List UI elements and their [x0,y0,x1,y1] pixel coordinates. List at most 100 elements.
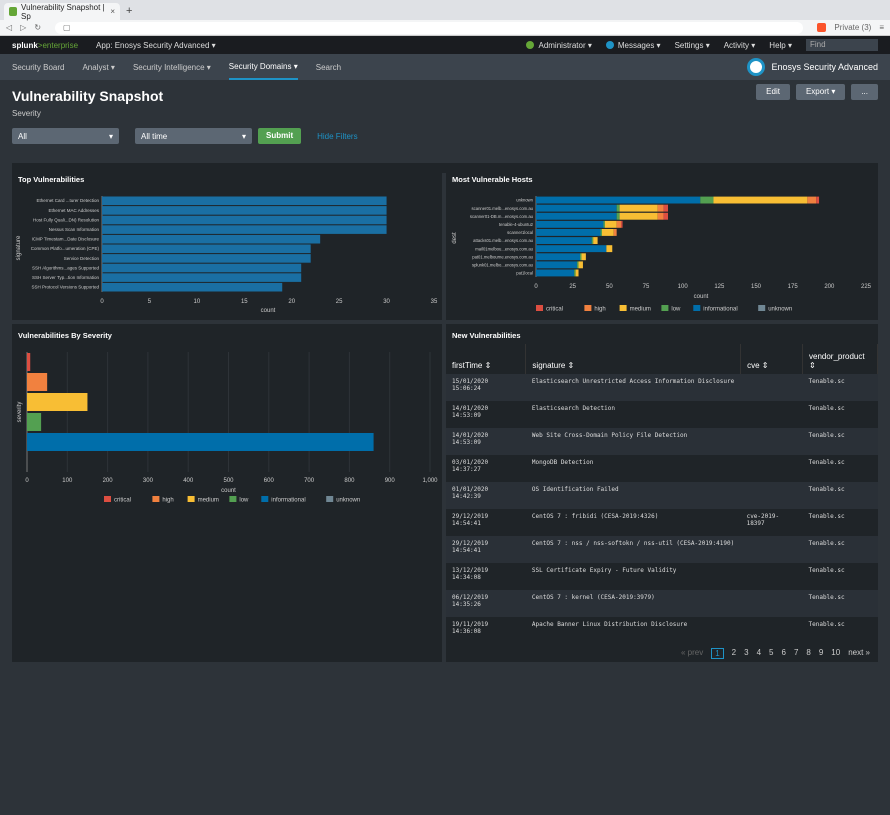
find-input[interactable]: Find [806,39,878,51]
table-row[interactable]: 13/12/2019 14:34:08 SSL Certificate Expir… [446,563,878,590]
category-label: attacks01.melb...enosys.com.au [473,238,533,243]
activity-menu[interactable]: Activity ▾ [723,40,756,50]
table-row[interactable]: 06/12/2019 14:35:26 CentOS 7 : kernel (CE… [446,590,878,617]
page-button[interactable]: 5 [769,648,774,657]
table-row[interactable]: 15/01/2020 15:06:24 Elasticsearch Unrestr… [446,374,878,401]
nav-search[interactable]: Search [315,62,342,72]
column-header[interactable]: signature ⇕ [525,344,742,374]
x-tick-label: 10 [194,299,201,305]
browser-tab[interactable]: Vulnerability Snapshot | Sp × [4,3,120,21]
forward-icon[interactable]: ▷ [20,23,27,32]
bar-segment-low [580,253,582,261]
bar-segment-informational [536,253,580,261]
submit-button[interactable]: Submit [258,128,302,144]
next-page-button[interactable]: next » [848,648,870,657]
table-cell: Tenable.sc [802,590,878,617]
page-button[interactable]: 8 [806,648,811,657]
x-tick-label: 30 [383,299,390,305]
page-title: Vulnerability Snapshot [12,88,164,104]
x-tick-label: 175 [788,284,799,290]
table-row[interactable]: 01/01/2020 14:42:39 OS Identification Fai… [446,482,878,509]
messages-menu[interactable]: Messages ▾ [605,41,661,50]
table-cell: cve-2019-18397 [740,509,803,536]
table-cell [740,482,803,509]
legend-swatch-critical [104,496,111,502]
bar-critical [27,353,31,371]
splunk-logo[interactable]: splunk>enterprise [12,40,79,50]
nav-security-domains[interactable]: Security Domains ▾ [228,54,298,80]
table-row[interactable]: 03/01/2020 14:37:27 MongoDB Detection Tena… [446,455,878,482]
bar-segment-low [574,269,576,277]
bar-segment-informational [536,237,592,244]
nav-security-board[interactable]: Security Board [12,62,65,72]
table-row[interactable]: 14/01/2020 14:53:09 Web Site Cross-Domain… [446,428,878,455]
status-icon [526,41,535,50]
hide-filters-link[interactable]: Hide Filters [317,131,358,141]
close-tab-icon[interactable]: × [110,7,115,16]
help-menu[interactable]: Help ▾ [769,40,792,50]
table-cell: CentOS 7 : kernel (CESA-2019:3979) [525,590,741,617]
table-cell: Tenable.sc [802,536,878,563]
settings-menu[interactable]: Settings ▾ [674,40,710,50]
app-menu[interactable]: App: Enosys Security Advanced ▾ [96,40,216,50]
x-tick-label: 15 [241,299,248,305]
more-button[interactable]: ... [851,84,878,100]
x-tick-label: 500 [223,478,234,484]
severity-select[interactable]: All ▾ [12,128,119,144]
admin-menu[interactable]: Administrator ▾ [526,41,592,50]
chevron-down-icon: ▾ [241,131,246,141]
column-header[interactable]: vendor_product ⇕ [802,344,878,374]
bar-informational [27,433,374,451]
bar-segment-informational [536,229,601,236]
page-button[interactable]: 9 [818,648,824,657]
table-cell: Tenable.sc [802,455,878,482]
brave-shield-icon[interactable] [817,23,827,32]
address-bar-row: ◁ ▷ ↻ ▢ Private (3) ≡ [0,20,890,36]
page-button[interactable]: 10 [831,648,841,657]
table-row[interactable]: 29/12/2019 14:54:41 CentOS 7 : nss / nss-… [446,536,878,563]
bar-segment-medium [604,220,617,228]
table-cell [740,563,803,590]
menu-icon[interactable]: ≡ [879,23,884,32]
table-row[interactable]: 19/11/2019 14:36:08 Apache Banner Linux D… [446,617,878,644]
legend-swatch-low [661,305,669,311]
table-row[interactable]: 14/01/2020 14:53:09 Elasticsearch Detecti… [446,401,878,428]
back-icon[interactable]: ◁ [6,23,13,32]
nav-security-intelligence[interactable]: Security Intelligence ▾ [132,62,211,72]
prev-page-button[interactable]: « prev [680,648,704,657]
table-cell: Elasticsearch Unrestricted Access Inform… [525,374,741,401]
edit-button[interactable]: Edit [756,84,790,100]
page-button[interactable]: 2 [731,648,737,657]
bar-segment-low [603,220,605,228]
bar-segment-high [657,204,664,212]
column-header[interactable]: firstTime ⇕ [446,344,527,374]
severity-panel: Vulnerabilities By Severity 0 100 200 300 40… [12,324,442,662]
bar-segment-critical [816,196,820,204]
page-button[interactable]: 3 [744,648,749,657]
page-button[interactable]: 4 [756,648,762,657]
bar-segment-informational [536,245,607,253]
table-cell [740,401,803,428]
table-row[interactable]: 29/12/2019 14:54:41 CentOS 7 : fribidi (C… [446,509,878,536]
nav-analyst[interactable]: Analyst ▾ [82,62,115,72]
category-label: Ethernet Card ...turer Detection [36,198,99,203]
page-button[interactable]: 6 [781,648,786,657]
legend-label: critical [546,307,563,313]
x-tick-label: 0 [534,284,538,290]
category-label: unknown [516,198,533,203]
legend-label: medium [198,498,219,504]
bar-segment-medium [713,196,808,204]
time-picker[interactable]: All time ▾ [135,128,252,144]
new-vulns-panel: New Vulnerabilities firstTime ⇕ signature… [446,324,878,662]
legend-swatch-informational [693,305,701,311]
y-axis-label: severity [17,402,23,423]
bookmark-icon[interactable]: ▢ [63,23,71,32]
new-tab-button[interactable]: + [126,5,133,17]
url-field[interactable]: ▢ [55,21,804,34]
page-button[interactable]: 7 [793,648,799,657]
column-header[interactable]: cve ⇕ [740,344,803,374]
reload-icon[interactable]: ↻ [34,23,42,32]
export-button[interactable]: Export ▾ [795,84,846,100]
page-button[interactable]: 1 [711,648,724,659]
table-cell: CentOS 7 : nss / nss-softokn / nss-util … [525,536,741,563]
